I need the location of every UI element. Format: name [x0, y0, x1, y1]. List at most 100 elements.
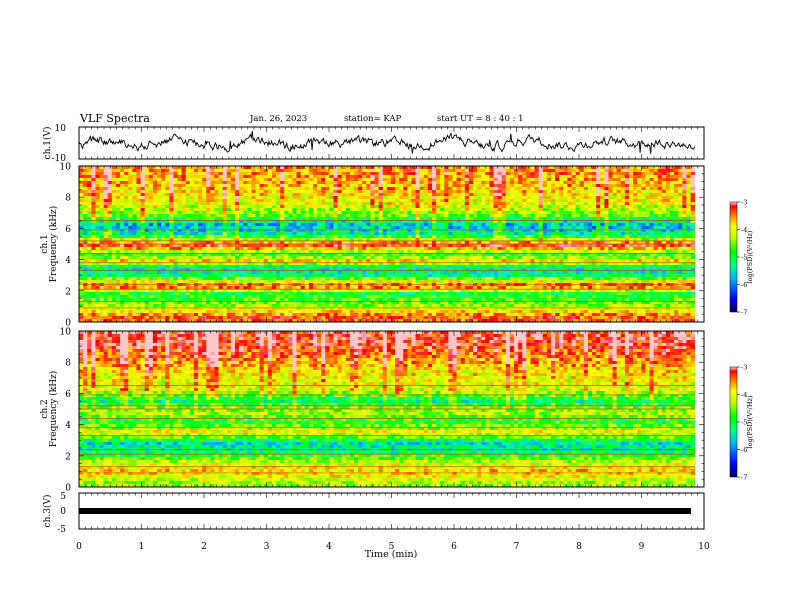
ch1-spectrogram-cell: [222, 244, 228, 248]
ch1-spectrogram-cell: [218, 172, 224, 176]
ch1-spectrogram-cell: [587, 253, 593, 257]
ch1-spectrogram-cell: [526, 190, 531, 194]
ch1-spectrogram-cell: [436, 178, 441, 182]
ch1-spectrogram-cell: [612, 244, 618, 248]
ch1-spectrogram-cell: [444, 247, 449, 251]
ch1-spectrogram-cell: [341, 235, 347, 239]
ch1-spectrogram-cell: [477, 247, 482, 251]
ch1-spectrogram-cell: [185, 187, 191, 191]
ch1-spectrogram-cell: [538, 187, 544, 191]
ch1-spectrogram-cell: [349, 259, 355, 263]
ch1-spectrogram-cell: [124, 217, 129, 221]
ch1-spectrogram-cell: [271, 181, 277, 185]
ch1-spectrogram-cell: [210, 178, 215, 182]
ch1-spectrogram-cell: [317, 244, 322, 248]
ch1-spectrogram-cell: [485, 235, 490, 239]
ch1-spectrogram-cell: [399, 226, 404, 230]
ch1-spectrogram-cell: [682, 235, 687, 239]
ch1-spectrogram-cell: [103, 184, 109, 188]
ch1-spectrogram-cell: [538, 232, 544, 236]
ch1-spectrogram-cell: [337, 175, 343, 179]
ch1-spectrogram-cell: [103, 250, 109, 254]
ch1-spectrogram-cell: [477, 223, 482, 227]
ch1-spectrogram-cell: [259, 208, 265, 212]
ch1-spectrogram-cell: [267, 235, 273, 239]
ch1-spectrogram-cell: [296, 250, 302, 254]
ch1-spectrogram-cell: [87, 244, 92, 248]
ch1-spectrogram-cell: [423, 202, 429, 206]
ch1-spectrogram-cell: [571, 241, 576, 245]
ch1-spectrogram-cell: [91, 220, 96, 224]
ch1-spectrogram-cell: [288, 175, 293, 179]
ch1-spectrogram-cell: [206, 217, 211, 221]
ch1-spectrogram-cell: [230, 208, 236, 212]
ch1-spectrogram-cell: [370, 211, 375, 215]
ch1-ytick-top: 10: [55, 124, 67, 134]
ch1-spectrogram-cell: [690, 256, 696, 260]
ch1-spectrogram-cell: [649, 193, 654, 197]
ch1-spectrogram-cell: [386, 241, 392, 245]
ch1-spectrogram-cell: [567, 259, 572, 263]
ch1-spectrogram-cell: [395, 166, 400, 170]
ch1-spectrogram-cell: [395, 181, 400, 185]
ch1-spectrogram-cell: [296, 253, 302, 257]
ch1-spectrogram-cell: [148, 193, 154, 197]
ch1-spectrogram-cell: [148, 199, 154, 203]
ch1-spectrogram-cell: [120, 169, 125, 173]
ch1-spectrogram-cell: [690, 205, 696, 209]
ch1-spectrogram-cell: [493, 259, 499, 263]
ch1-spectrogram-cell: [665, 214, 671, 218]
ch1-spectrogram-cell: [362, 193, 367, 197]
ch1-spectrogram-cell: [353, 226, 359, 230]
ch1-spectrogram-cell: [436, 220, 441, 224]
ch1-spectrogram-cell: [111, 217, 117, 221]
ch1-spectrogram-cell: [575, 193, 581, 197]
ch1-spectrogram-cell: [407, 178, 412, 182]
ch1-spectrogram-cell: [115, 250, 121, 254]
ch1-spectrogram-cell: [239, 223, 244, 227]
ch1-spectrogram-cell: [431, 253, 437, 257]
ch1-spectrogram-cell: [637, 247, 642, 251]
ch1-spectrogram-cell: [115, 190, 121, 194]
ch1-spectrogram-cell: [682, 241, 687, 245]
ch1-spectrogram-cell: [571, 217, 576, 221]
ch1-spectrogram-cell: [448, 184, 453, 188]
ch1-spectrogram-cell: [473, 187, 478, 191]
ch1-spectrogram-cell: [317, 226, 322, 230]
ch1-spectrogram-cell: [485, 247, 490, 251]
ch1-spectrogram-cell: [353, 259, 359, 263]
ch1-spectrogram-cell: [542, 193, 548, 197]
ch1-spectrogram-cell: [612, 223, 618, 227]
ch1-spectrogram-cell: [501, 232, 507, 236]
ch1-spectrogram-cell: [374, 256, 379, 260]
ch1-spectrogram-cell: [431, 202, 437, 206]
ch1-spectrogram-cell: [382, 175, 388, 179]
ch1-spectrogram-cell: [111, 250, 117, 254]
ch1-spectrogram-cell: [185, 241, 191, 245]
ch1-spectrogram-cell: [206, 166, 211, 170]
ch1-spectrogram-cell: [481, 196, 486, 200]
ch1-spectrogram-cell: [546, 181, 552, 185]
ch1-spectrogram-cell: [522, 256, 527, 260]
ch1-spectrogram-cell: [612, 166, 618, 170]
ch1-spectrogram-cell: [304, 199, 310, 203]
ch1-spectrogram-cell: [185, 256, 191, 260]
ch1-spectrogram-cell: [140, 238, 146, 242]
ch1-spectrogram-cell: [222, 235, 228, 239]
ch1-spectrogram-cell: [542, 208, 548, 212]
ch1-spectrogram-cell: [251, 241, 256, 245]
ch1-spectrogram-cell: [501, 196, 507, 200]
ch1-spectrogram-cell: [473, 172, 478, 176]
ch1-spectrogram-cell: [83, 193, 88, 197]
ch1-spectrogram-cell: [362, 223, 367, 227]
ch1-spectrogram-cell: [329, 199, 334, 203]
ch1-spectrogram-cell: [546, 217, 552, 221]
ch1-spectrogram-cell: [522, 253, 527, 257]
ch1-spectrogram-cell: [91, 175, 96, 179]
ch1-spectrogram-cell: [526, 193, 531, 197]
ch1-spectrogram-cell: [226, 223, 232, 227]
ch1-spectrogram-cell: [641, 166, 646, 170]
ch1-spectrogram-cell: [128, 184, 133, 188]
ch1-spectrogram-cell: [612, 196, 618, 200]
ch1-spectrogram-cell: [514, 172, 519, 176]
